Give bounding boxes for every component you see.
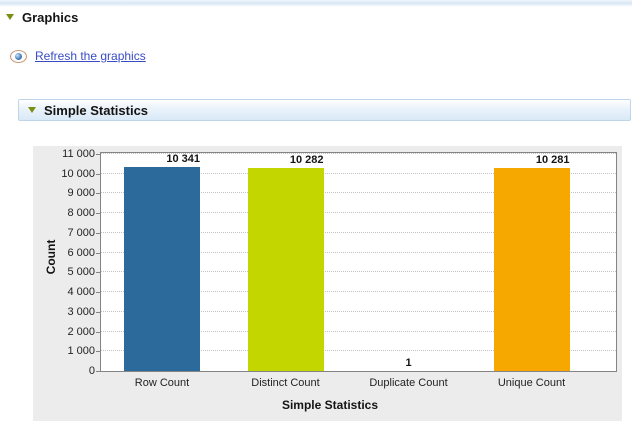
y-tick-label: 11 000: [62, 147, 95, 160]
top-divider: [0, 0, 632, 7]
collapse-arrow-icon[interactable]: [28, 107, 36, 113]
bar-value-label: 10 281: [535, 154, 570, 166]
y-tick-label: 6 000: [67, 246, 95, 259]
y-tick-label: 2 000: [67, 325, 95, 338]
y-tick-mark: [96, 311, 100, 313]
graphics-section-title: Graphics: [22, 9, 79, 25]
graphics-section-header[interactable]: Graphics: [6, 8, 78, 26]
x-category-label: Row Count: [134, 377, 190, 389]
collapse-arrow-icon[interactable]: [6, 14, 14, 20]
y-tick-mark: [96, 193, 100, 195]
bar-value-label: 1: [405, 357, 412, 369]
gridline: [101, 330, 616, 332]
simple-statistics-section-title: Simple Statistics: [44, 102, 149, 118]
y-tick-mark: [96, 272, 100, 274]
y-tick-mark: [96, 154, 100, 155]
y-tick-label: 4 000: [67, 286, 95, 299]
refresh-graphics-link[interactable]: Refresh the graphics: [35, 49, 146, 63]
x-axis-title: Simple Statistics: [281, 398, 379, 412]
y-tick-mark: [96, 252, 100, 254]
y-tick-label: 10 000: [61, 167, 95, 180]
y-tick-mark: [96, 213, 100, 215]
bar-value-label: 10 341: [166, 153, 200, 165]
x-category-label: Duplicate Count: [369, 377, 448, 389]
chart-bar: [124, 167, 200, 371]
y-tick-label: 1 000: [67, 345, 95, 358]
y-tick-label: 9 000: [67, 187, 95, 200]
chart-bar: [247, 168, 324, 371]
gridline: [101, 153, 616, 154]
y-tick-label: 8 000: [67, 207, 95, 220]
y-tick-label: 7 000: [67, 226, 95, 239]
refresh-row: Refresh the graphics: [10, 48, 146, 64]
gridline: [101, 350, 616, 352]
y-tick-label: 5 000: [67, 266, 95, 279]
bar-value-label: 10 282: [289, 154, 324, 166]
simple-statistics-section-header[interactable]: Simple Statistics: [18, 99, 631, 121]
y-tick-mark: [96, 331, 100, 333]
y-tick-mark: [96, 351, 100, 353]
refresh-eye-icon[interactable]: [10, 49, 27, 63]
chart-bar: [493, 168, 570, 371]
gridline: [101, 291, 616, 293]
y-tick-mark: [96, 371, 100, 372]
eye-iris: [15, 52, 22, 60]
gridline: [101, 310, 616, 312]
y-tick-label: 0: [88, 365, 95, 377]
gridline: [101, 251, 616, 253]
gridline: [101, 192, 616, 194]
x-category-label: Unique Count: [497, 377, 566, 389]
plot-area: 10 341 10 282 1 10 281: [100, 152, 617, 372]
y-tick-label: 3 000: [67, 305, 95, 318]
gridline: [101, 212, 616, 214]
y-tick-mark: [96, 173, 100, 175]
y-tick-mark: [96, 292, 100, 294]
gridline: [101, 231, 616, 233]
gridline: [101, 172, 616, 174]
x-category-label: Distinct Count: [251, 377, 320, 389]
y-tick-mark: [96, 232, 100, 234]
gridline: [101, 271, 616, 273]
